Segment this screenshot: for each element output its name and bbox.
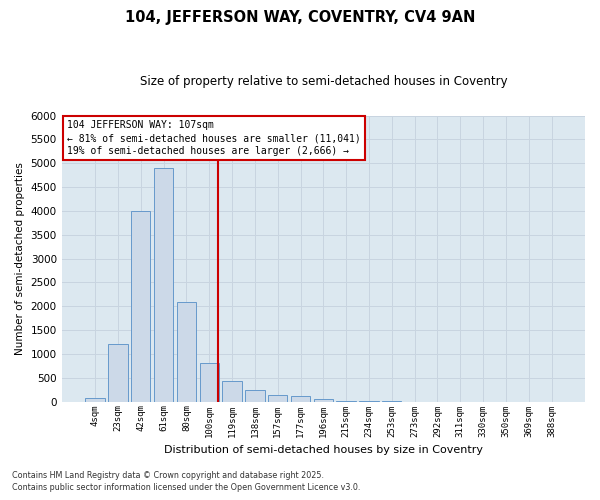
Bar	[291, 396, 310, 402]
Bar	[268, 396, 287, 402]
Bar	[154, 168, 173, 402]
Bar	[85, 398, 105, 402]
Text: 104, JEFFERSON WAY, COVENTRY, CV4 9AN: 104, JEFFERSON WAY, COVENTRY, CV4 9AN	[125, 10, 475, 25]
Bar	[108, 344, 128, 402]
Bar	[177, 302, 196, 402]
Bar	[314, 400, 333, 402]
Bar	[131, 211, 151, 402]
Title: Size of property relative to semi-detached houses in Coventry: Size of property relative to semi-detach…	[140, 75, 507, 88]
Y-axis label: Number of semi-detached properties: Number of semi-detached properties	[15, 162, 25, 355]
Bar	[337, 400, 356, 402]
Bar	[200, 364, 219, 402]
Text: Contains HM Land Registry data © Crown copyright and database right 2025.
Contai: Contains HM Land Registry data © Crown c…	[12, 471, 361, 492]
Bar	[223, 381, 242, 402]
Text: 104 JEFFERSON WAY: 107sqm
← 81% of semi-detached houses are smaller (11,041)
19%: 104 JEFFERSON WAY: 107sqm ← 81% of semi-…	[67, 120, 361, 156]
Bar	[245, 390, 265, 402]
X-axis label: Distribution of semi-detached houses by size in Coventry: Distribution of semi-detached houses by …	[164, 445, 483, 455]
